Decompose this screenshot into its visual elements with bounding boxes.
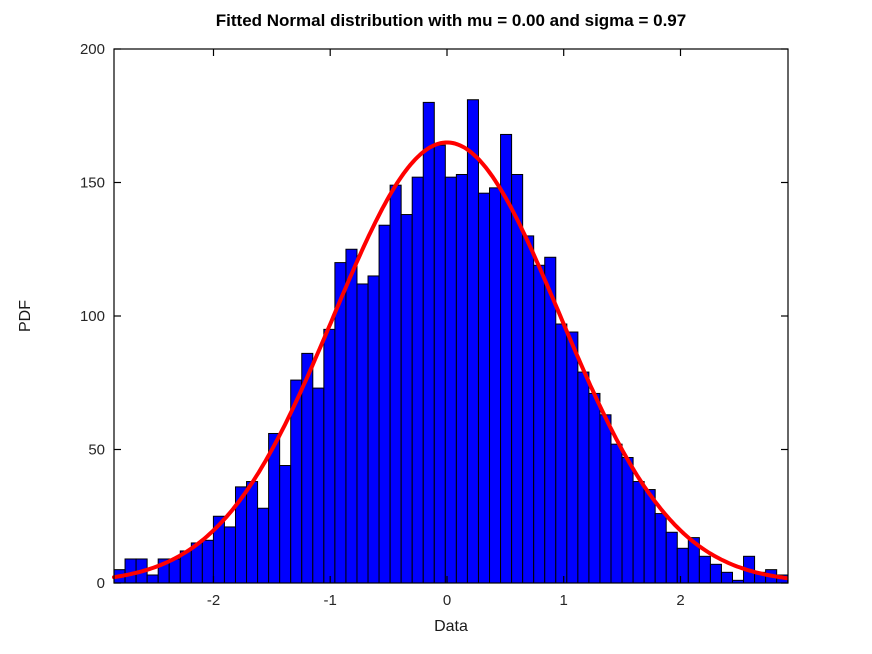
histogram-bar [422, 101, 435, 584]
histogram-bar [389, 184, 402, 584]
y-tick-label: 200 [80, 41, 105, 58]
histogram-bar [477, 192, 491, 584]
histogram-bar [555, 323, 568, 584]
histogram-bar [246, 481, 259, 584]
histogram-bar [356, 283, 369, 584]
x-tick-label: -1 [324, 592, 337, 609]
histogram-bar [599, 414, 612, 584]
histogram-bar [345, 248, 358, 584]
fit-curve-line [112, 140, 789, 581]
y-tick-label: 0 [97, 575, 105, 592]
tick-labels: -2 -1 0 1 2 0 50 100 150 200 [80, 41, 685, 609]
histogram-bar [709, 563, 722, 584]
histogram-bar [455, 173, 468, 584]
x-tick-label: 2 [676, 592, 684, 609]
axes-box [113, 48, 789, 584]
histogram-bar [146, 574, 159, 584]
x-tick-label: 0 [443, 592, 451, 609]
histogram-bar [522, 235, 535, 584]
normal-fit-curve [112, 140, 789, 581]
histogram-bar [489, 187, 502, 584]
x-tick-label: -2 [207, 592, 220, 609]
histogram-bar [577, 371, 590, 584]
y-tick-label: 150 [80, 175, 105, 192]
histogram-bar [621, 457, 634, 584]
histogram-bar [411, 176, 424, 584]
histogram-bar [588, 392, 601, 584]
y-tick-label: 50 [88, 442, 105, 459]
histogram-bar [400, 214, 413, 584]
histogram-bar [511, 173, 524, 584]
histogram-bar [665, 531, 678, 584]
histogram-bar [610, 443, 623, 584]
histogram-bar [323, 328, 336, 584]
y-tick-label: 100 [80, 308, 105, 325]
histogram-bar [257, 507, 270, 584]
histogram-bar [566, 331, 579, 584]
histogram-bar [444, 176, 457, 584]
histogram-bar [433, 144, 446, 584]
histogram-bar [720, 571, 733, 584]
histogram-bar [533, 264, 546, 584]
histogram-bar [223, 526, 236, 584]
histogram-bar [279, 465, 292, 584]
x-tick-label: 1 [560, 592, 568, 609]
histogram-bars [113, 99, 789, 584]
histogram-bar [378, 224, 391, 584]
histogram-bar [367, 275, 380, 584]
histogram-bar [654, 513, 667, 584]
histogram-bar [632, 481, 645, 584]
histogram-bar [312, 387, 325, 584]
histogram-bar [676, 547, 689, 584]
y-axis-label: PDF [17, 300, 34, 332]
histogram-bar [124, 558, 137, 584]
chart-title: Fitted Normal distribution with mu = 0.0… [216, 11, 686, 30]
x-axis-label: Data [434, 618, 468, 635]
histogram-bar [466, 99, 479, 584]
histogram-bar [643, 489, 656, 584]
histogram-bar [201, 539, 214, 584]
histogram-bar [698, 555, 711, 584]
